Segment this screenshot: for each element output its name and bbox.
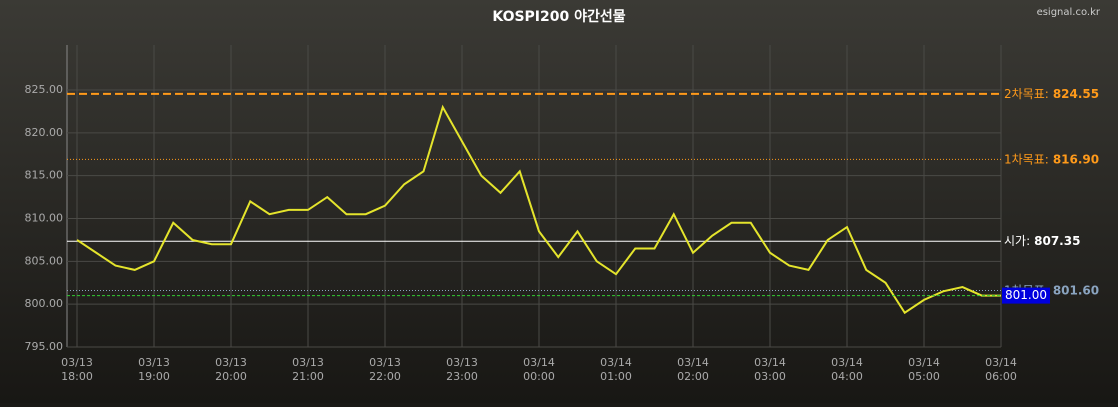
reference-value: 824.55 xyxy=(1053,86,1099,100)
y-tick-label: 805.00 xyxy=(25,254,64,267)
x-tick-label: 03/14 00:00 xyxy=(523,356,555,383)
y-tick-label: 820.00 xyxy=(25,126,64,139)
reference-label: 시가: 807.35 xyxy=(1004,234,1080,248)
reference-value: 807.35 xyxy=(1034,234,1080,248)
price-line xyxy=(76,104,1001,315)
x-tick-label: 03/13 18:00 xyxy=(61,356,93,383)
reference-name: 시가: xyxy=(1004,234,1030,248)
reference-value: 816.90 xyxy=(1053,152,1099,166)
x-tick-label: 03/13 23:00 xyxy=(446,356,478,383)
y-tick-label: 815.00 xyxy=(25,169,64,182)
x-tick-label: 03/13 22:00 xyxy=(369,356,401,383)
reference-label: 1차목표: 816.90 xyxy=(1004,152,1099,166)
reference-name: 2차목표: xyxy=(1004,86,1049,100)
x-tick-label: 03/14 01:00 xyxy=(600,356,632,383)
x-tick-label: 03/14 02:00 xyxy=(677,356,709,383)
y-tick-label: 795.00 xyxy=(25,340,64,353)
chart-title: KOSPI200 야간선물 xyxy=(492,8,625,25)
x-tick-label: 03/14 04:00 xyxy=(831,356,863,383)
x-tick-label: 03/14 06:00 xyxy=(985,356,1017,383)
reference-label: 2차목표: 824.55 xyxy=(1004,86,1099,100)
y-tick-label: 810.00 xyxy=(25,212,64,225)
current-label: 801.00 xyxy=(1005,288,1047,302)
site-label: esignal.co.kr xyxy=(1037,7,1101,18)
current-box xyxy=(1002,287,1050,304)
x-tick-label: 03/14 03:00 xyxy=(754,356,786,383)
reference-name: 1차목표: xyxy=(1004,152,1049,166)
reference-value: 801.60 xyxy=(1053,283,1099,297)
y-tick-label: 825.00 xyxy=(25,83,64,96)
x-tick-label: 03/13 20:00 xyxy=(215,356,247,383)
x-tick-label: 03/13 19:00 xyxy=(138,356,170,383)
y-tick-label: 800.00 xyxy=(25,297,64,310)
x-tick-label: 03/14 05:00 xyxy=(908,356,940,383)
x-tick-label: 03/13 21:00 xyxy=(292,356,324,383)
